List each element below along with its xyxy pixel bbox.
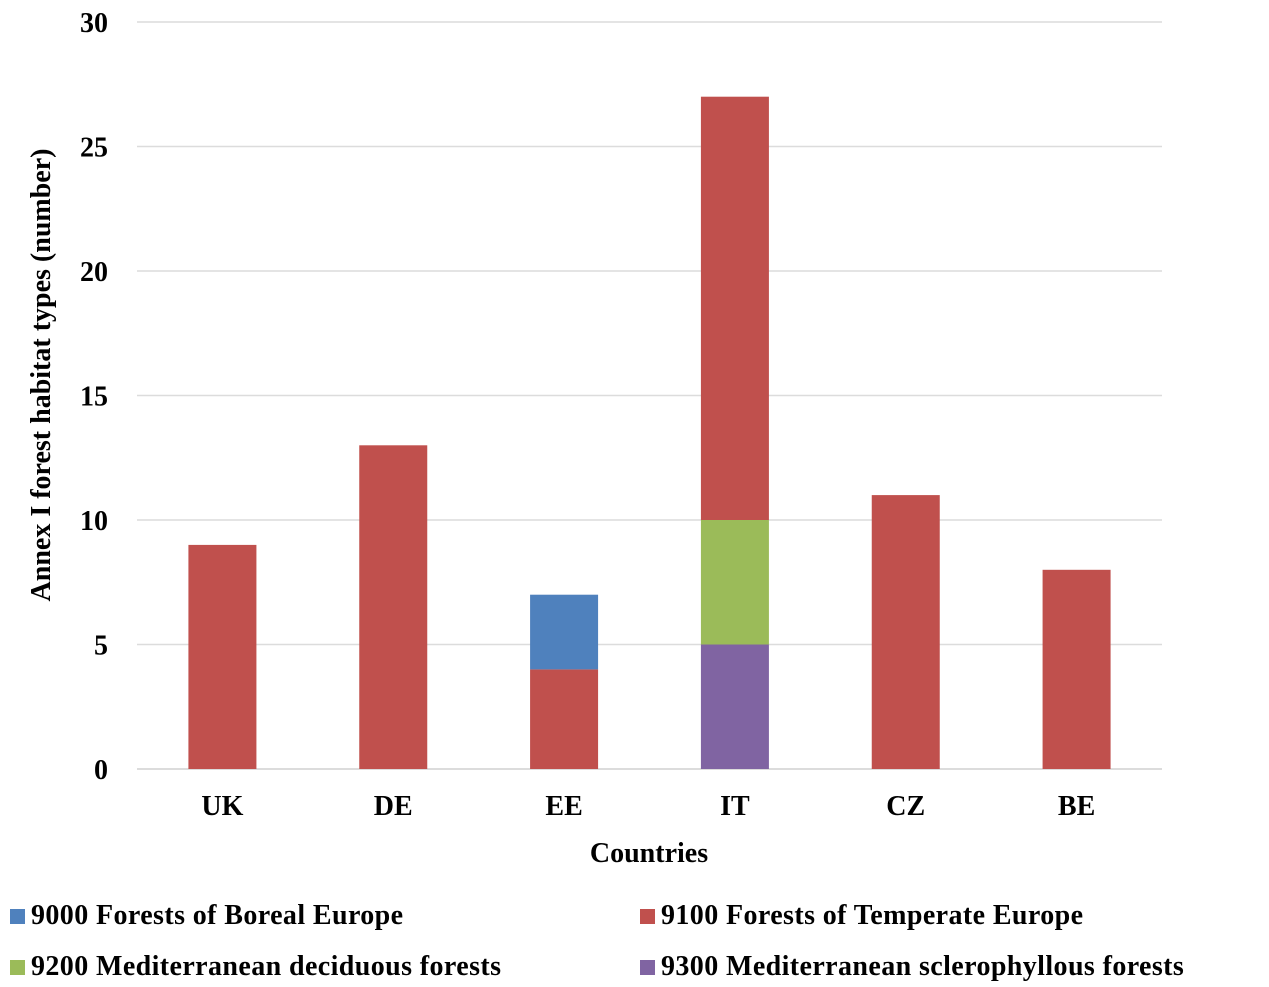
legend: 9000 Forests of Boreal Europe 9100 Forest… <box>0 890 1269 987</box>
bar-segment <box>700 520 769 645</box>
y-axis-title: Annex I forest habitat types (number) <box>26 149 57 602</box>
bar-segment <box>700 644 769 769</box>
y-tick-labels: 0 5 10 15 20 25 30 <box>80 8 108 786</box>
legend-item: 9100 Forests of Temperate Europe <box>640 900 1083 932</box>
x-tick-label: EE <box>545 791 582 822</box>
legend-label: 9000 Forests of Boreal Europe <box>31 900 404 931</box>
chart-svg: 0 5 10 15 20 25 30 UK DE EE IT CZ BE Countries Anne… <box>26 8 1162 869</box>
y-tick-label: 25 <box>80 133 108 164</box>
x-tick-label: CZ <box>886 791 925 822</box>
x-tick-label: BE <box>1058 791 1095 822</box>
legend-item: 9000 Forests of Boreal Europe <box>10 900 403 932</box>
legend-swatch <box>640 959 655 975</box>
x-tick-labels: UK DE EE IT CZ BE <box>201 791 1095 822</box>
y-tick-label: 5 <box>94 631 108 662</box>
x-axis-title: Countries <box>590 838 708 869</box>
bars <box>188 96 1111 769</box>
bar-segment <box>700 96 769 520</box>
x-tick-label: IT <box>720 791 750 822</box>
gridlines <box>137 21 1162 770</box>
y-tick-label: 20 <box>80 257 108 288</box>
y-tick-label: 10 <box>80 506 108 537</box>
legend-label: 9200 Mediterranean deciduous forests <box>31 951 502 982</box>
x-tick-label: UK <box>201 791 243 822</box>
y-tick-label: 0 <box>94 755 108 786</box>
bar-segment <box>188 544 257 769</box>
legend-label: 9300 Mediterranean sclerophyllous forest… <box>661 951 1185 982</box>
x-tick-label: DE <box>374 791 413 822</box>
legend-label: 9100 Forests of Temperate Europe <box>661 900 1084 931</box>
legend-swatch <box>640 908 655 924</box>
bar-segment <box>1042 569 1111 769</box>
bar-segment <box>530 669 599 769</box>
legend-item: 9300 Mediterranean sclerophyllous forest… <box>640 951 1184 983</box>
legend-swatch <box>10 908 25 924</box>
bar-segment <box>871 495 940 769</box>
bar-segment <box>530 594 599 670</box>
legend-item: 9200 Mediterranean deciduous forests <box>10 951 501 983</box>
legend-swatch <box>10 959 25 975</box>
y-tick-label: 15 <box>80 382 108 413</box>
bar-segment <box>359 445 428 769</box>
y-tick-label: 30 <box>80 8 108 39</box>
